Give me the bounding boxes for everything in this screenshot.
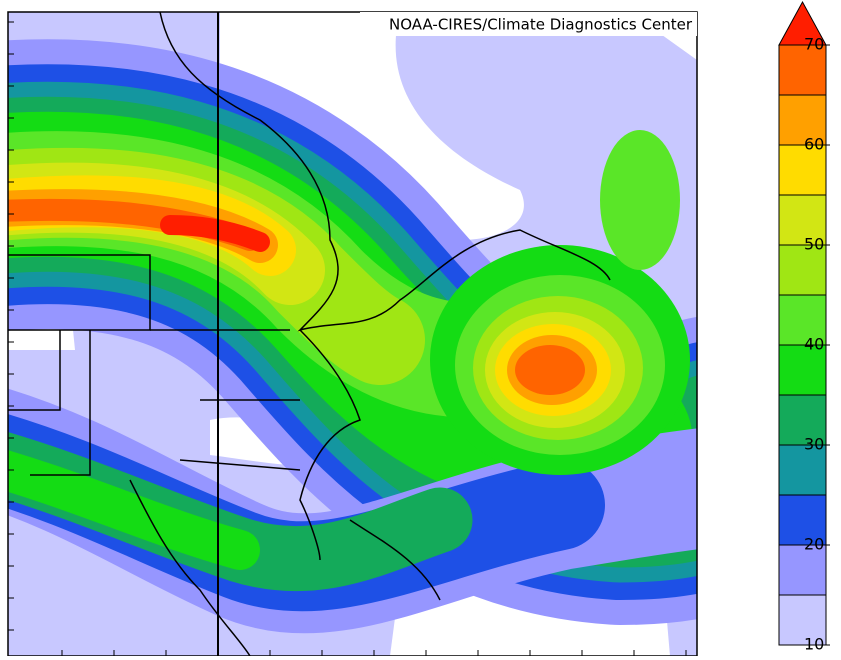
colorbar-band xyxy=(778,94,827,146)
colorbar-band xyxy=(778,144,827,196)
colorbar-band xyxy=(778,294,827,346)
wind-map xyxy=(8,12,697,656)
colorbar-band xyxy=(778,544,827,596)
colorbar-label: 60 xyxy=(804,135,824,154)
colorbar-label: 30 xyxy=(804,435,824,454)
colorbar-label: 70 xyxy=(804,35,824,54)
colorbar-band xyxy=(778,244,827,296)
colorbar-band xyxy=(778,594,827,646)
colorbar-label: 10 xyxy=(804,635,824,654)
credit-box xyxy=(360,12,697,36)
colorbar-label: 40 xyxy=(804,335,824,354)
colorbar-band xyxy=(778,494,827,546)
credit: NOAA-CIRES/Climate Diagnostics Center xyxy=(389,16,693,34)
colorbar-over-arrow xyxy=(778,0,827,46)
colorbar-label: 50 xyxy=(804,235,824,254)
colorbar-band xyxy=(778,194,827,246)
colorbar-label: 20 xyxy=(804,535,824,554)
